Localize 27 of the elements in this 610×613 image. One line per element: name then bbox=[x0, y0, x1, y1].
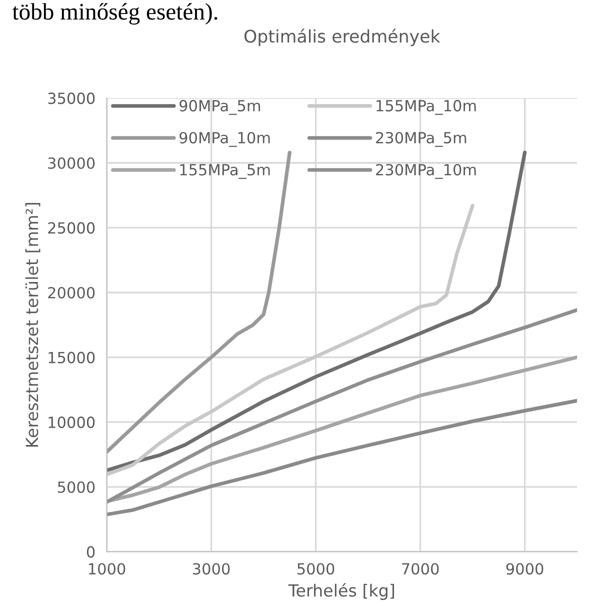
text: több minőség esetén). bbox=[12, 3, 218, 25]
x-axis-title: Terhelés [kg] bbox=[288, 583, 394, 600]
y-tick-label: 5000 bbox=[58, 481, 95, 493]
x-tick-label: 1000 bbox=[88, 563, 126, 575]
y-tick-label: 25000 bbox=[48, 222, 95, 234]
y-tick-label: 35000 bbox=[48, 92, 95, 104]
line-series bbox=[106, 150, 292, 454]
y-tick-label: 10000 bbox=[48, 416, 95, 428]
line-series bbox=[106, 398, 578, 516]
x-tick-label: 3000 bbox=[192, 563, 230, 575]
legend-label: 155MPa_10m bbox=[376, 100, 476, 115]
x-tick-label: 9000 bbox=[506, 563, 544, 575]
legend-label: 90MPa_10m bbox=[180, 132, 270, 147]
x-tick-label: 7000 bbox=[402, 563, 439, 575]
legend-label: 155MPa_5m bbox=[180, 164, 270, 179]
y-tick-label: 20000 bbox=[48, 286, 95, 299]
legend-label: 230MPa_10m bbox=[376, 164, 476, 179]
x-tick-label: 5000 bbox=[298, 563, 334, 575]
line-series bbox=[106, 308, 578, 504]
legend-label: 230MPa_5m bbox=[376, 132, 466, 147]
chart-title: Optimális eredmények bbox=[244, 28, 440, 46]
line-series bbox=[106, 150, 527, 472]
y-axis-title: Keresztmetszet terület [mm²] bbox=[25, 202, 40, 447]
y-tick-label: 0 bbox=[86, 546, 95, 558]
legend-label: 90MPa_5m bbox=[180, 100, 260, 115]
y-tick-label: 30000 bbox=[48, 157, 95, 169]
y-tick-label: 15000 bbox=[48, 352, 95, 364]
